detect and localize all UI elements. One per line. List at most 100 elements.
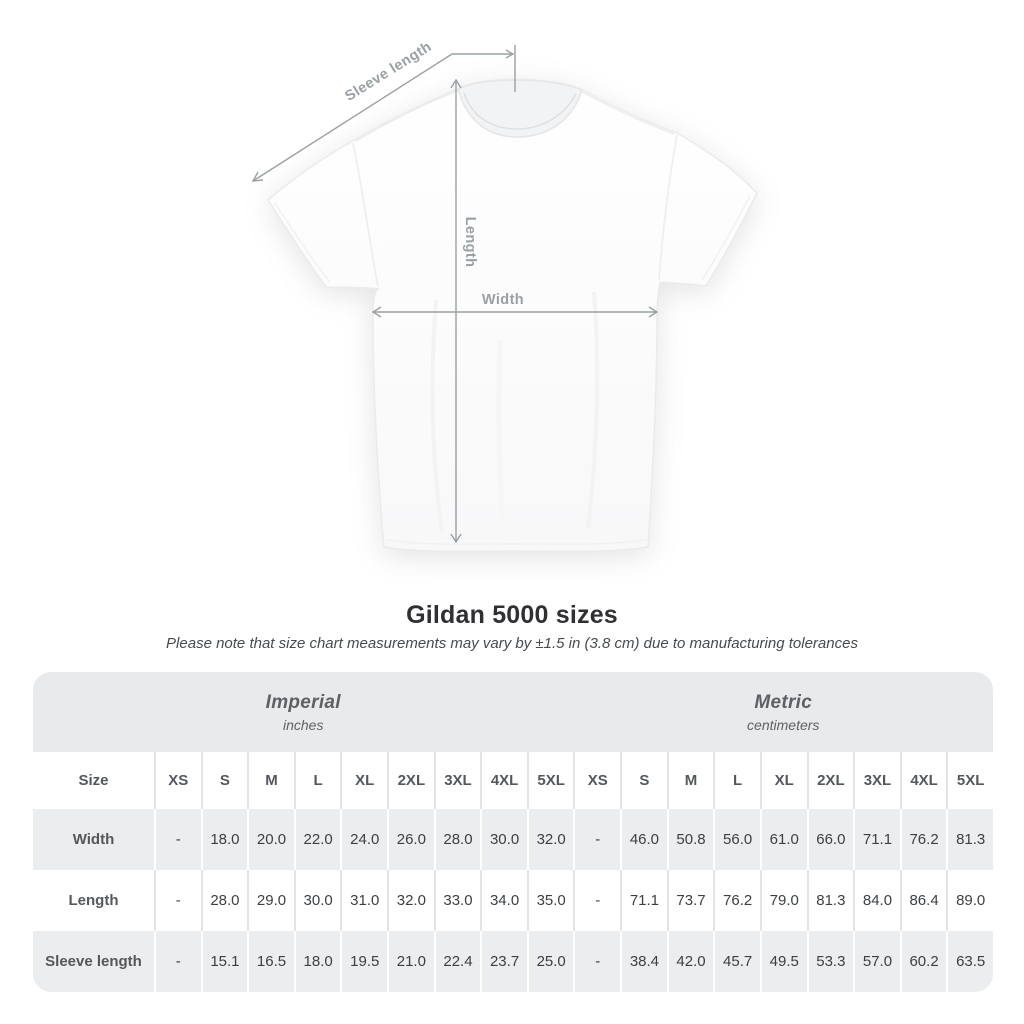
row-label-width: Width: [33, 809, 154, 870]
table-cell: 38.4: [620, 931, 667, 992]
table-cell: 63.5: [946, 931, 993, 992]
table-cell: 61.0: [759, 809, 807, 870]
table-cell: 28.0: [200, 870, 248, 931]
table-cell: 56.0: [713, 809, 760, 870]
table-cell: 20.0: [247, 809, 294, 870]
arrowhead-right: [648, 306, 659, 318]
imperial-group-header: Imperial inches: [33, 672, 574, 752]
bottom-hem-seam: [385, 539, 647, 546]
measurement-arrows: [251, 45, 659, 544]
table-cell: 18.0: [293, 931, 341, 992]
table-cell: 84.0: [853, 870, 900, 931]
size-header-metric-l: L: [713, 752, 760, 809]
sleeve-arrow-line: [252, 53, 513, 182]
table-cell: 15.1: [200, 931, 248, 992]
table-cell: 81.3: [806, 870, 854, 931]
table-cell: 73.7: [666, 870, 714, 931]
table-cell: 32.0: [387, 870, 434, 931]
size-header-imperial-2xl: 2XL: [387, 752, 434, 809]
metric-group-unit: centimeters: [747, 716, 820, 733]
size-header-metric-4xl: 4XL: [899, 752, 947, 809]
table-cell: 66.0: [806, 809, 854, 870]
table-cell: 19.5: [340, 931, 388, 992]
page-title: Gildan 5000 sizes: [406, 601, 618, 629]
size-header-metric-3xl: 3XL: [853, 752, 900, 809]
left-cuff-hem: [274, 202, 331, 283]
size-header-metric-5xl: 5XL: [946, 752, 993, 809]
collar-back-line: [462, 79, 578, 89]
table-cell: 81.3: [946, 809, 993, 870]
table-cell: 26.0: [387, 809, 434, 870]
table-cell: 71.1: [620, 870, 667, 931]
wrinkle: [496, 339, 505, 521]
size-header-metric-xs: XS: [573, 752, 620, 809]
arrowhead-right: [505, 49, 515, 59]
arrowhead-up: [450, 78, 462, 89]
right-cuff-hem: [701, 195, 751, 281]
table-cell: 16.5: [247, 931, 294, 992]
table-cell: 45.7: [713, 931, 760, 992]
size-header-metric-2xl: 2XL: [806, 752, 854, 809]
tolerance-note: Please note that size chart measurements…: [166, 635, 858, 652]
table-cell: 60.2: [899, 931, 947, 992]
tshirt-illustration: [267, 78, 758, 553]
wrinkle: [430, 299, 444, 533]
imperial-group-unit: inches: [283, 716, 324, 733]
table-cell: 89.0: [946, 870, 993, 931]
right-shoulder-seam: [581, 91, 675, 135]
row-label-length: Length: [68, 892, 119, 909]
left-armhole-seam: [352, 142, 379, 288]
table-cell: 24.0: [340, 809, 388, 870]
table-cell: 86.4: [899, 870, 947, 931]
table-cell: 28.0: [433, 809, 481, 870]
size-chart-table: Imperial inches Metric centimeters Size …: [33, 672, 993, 992]
table-cell: 46.0: [620, 809, 667, 870]
table-cell: 42.0: [666, 931, 714, 992]
table-cell: 76.2: [713, 870, 760, 931]
length-label: Length: [462, 217, 478, 268]
size-column-header: Size: [78, 772, 109, 789]
table-cell: 18.0: [200, 809, 248, 870]
table-cell: 49.5: [759, 931, 807, 992]
size-header-imperial-xs: XS: [154, 752, 201, 809]
table-cell: 22.0: [293, 809, 341, 870]
size-header-imperial-5xl: 5XL: [526, 752, 574, 809]
left-shoulder-seam: [355, 90, 459, 142]
size-header-metric-xl: XL: [759, 752, 807, 809]
right-armhole-seam: [658, 134, 678, 281]
wrinkle: [586, 291, 600, 529]
table-cell: 25.0: [526, 931, 574, 992]
imperial-group-title: Imperial: [265, 691, 341, 713]
table-cell: 33.0: [433, 870, 481, 931]
tshirt-measurement-diagram: Sleeve length Length Width: [251, 39, 758, 553]
size-header-imperial-s: S: [200, 752, 248, 809]
size-header-metric-m: M: [666, 752, 714, 809]
table-cell: 53.3: [806, 931, 854, 992]
width-label: Width: [482, 292, 524, 308]
table-cell: -: [154, 870, 201, 931]
arrowhead-diagonal: [251, 171, 264, 182]
size-header-imperial-m: M: [247, 752, 294, 809]
table-cell: 21.0: [387, 931, 434, 992]
table-cell: -: [154, 931, 201, 992]
size-header-imperial-3xl: 3XL: [433, 752, 481, 809]
table-cell: 30.0: [293, 870, 341, 931]
metric-group-title: Metric: [754, 691, 813, 713]
arrowhead-down: [450, 533, 462, 544]
table-cell: 31.0: [340, 870, 387, 931]
size-header-metric-s: S: [620, 752, 667, 809]
size-header-imperial-l: L: [293, 752, 341, 809]
table-cell: 35.0: [526, 870, 574, 931]
table-cell: 57.0: [853, 931, 900, 992]
table-cell: -: [573, 870, 620, 931]
table-cell: -: [154, 809, 201, 870]
table-cell: 30.0: [480, 809, 527, 870]
table-cell: 34.0: [480, 870, 527, 931]
table-cell: 29.0: [247, 870, 294, 931]
size-header-imperial-xl: XL: [340, 752, 387, 809]
table-cell: 22.4: [433, 931, 481, 992]
table-cell: 76.2: [899, 809, 947, 870]
table-cell: 23.7: [480, 931, 527, 992]
table-cell: 32.0: [526, 809, 574, 870]
